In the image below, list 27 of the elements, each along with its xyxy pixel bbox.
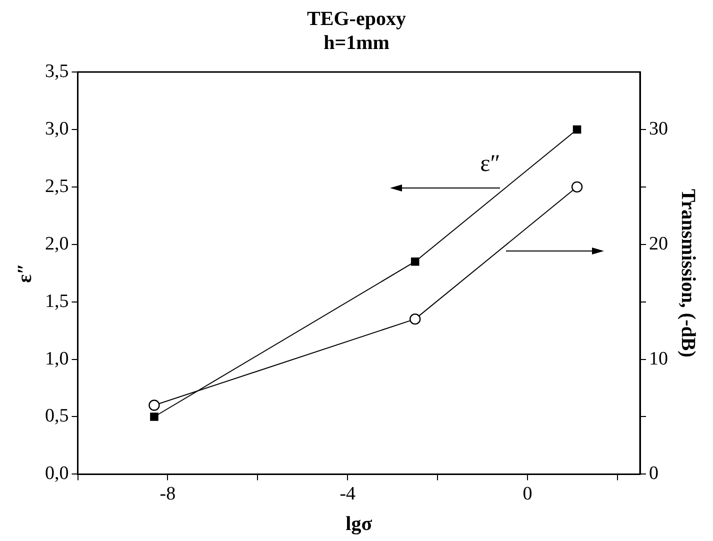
- point: [410, 257, 420, 266]
- y2-tick-label: 10: [649, 348, 668, 370]
- y-tick-label: 0,5: [45, 406, 69, 427]
- y-tick-label: 3,0: [45, 118, 69, 140]
- y-tick-label: 1,0: [45, 348, 69, 370]
- y2-tick-label: 30: [649, 118, 668, 140]
- point: [148, 400, 160, 411]
- y-tick-label: 2,5: [45, 176, 69, 197]
- point: [410, 313, 421, 325]
- point: [572, 125, 582, 134]
- y-tick-label: 0,0: [45, 463, 69, 484]
- chart-subtitle: h=1mm: [324, 32, 390, 54]
- chart-title: TEG-epoxy: [307, 8, 406, 30]
- series-label: ε″: [480, 150, 500, 177]
- y-tick-label: 3,5: [45, 60, 69, 82]
- y2-axis-title: Transmission, (-dB): [676, 188, 699, 358]
- y-axis-title: ε″: [14, 263, 36, 283]
- x-tick-label: -4: [340, 484, 356, 505]
- y2-tick-label: 20: [649, 233, 668, 254]
- x-tick-label: 0: [522, 484, 532, 505]
- x-tick-label: -8: [160, 484, 176, 505]
- x-axis-title: lgσ: [346, 513, 372, 536]
- point: [571, 181, 583, 193]
- y-tick-label: 1,5: [45, 290, 69, 312]
- point: [150, 412, 158, 421]
- y-tick-label: 2,0: [45, 233, 69, 254]
- y2-tick-label: 0: [649, 463, 658, 484]
